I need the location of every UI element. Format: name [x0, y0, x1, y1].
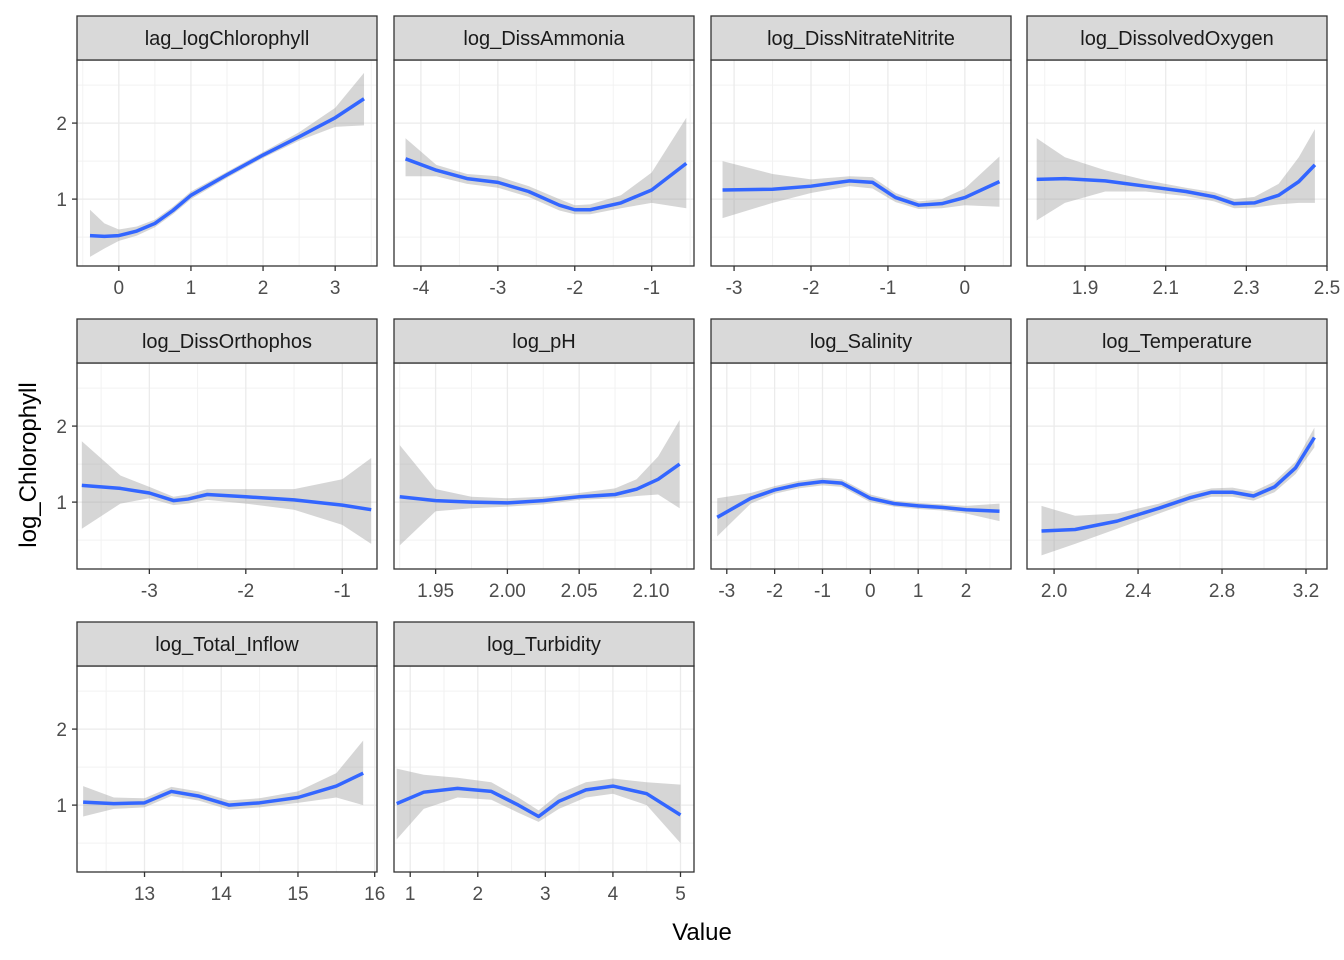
x-tick-label: 15	[287, 884, 308, 905]
strip	[393, 621, 695, 667]
x-tick-label: 3	[540, 884, 551, 905]
confidence-band	[405, 117, 687, 215]
x-tick-label: -2	[766, 581, 783, 602]
panel-background	[711, 60, 1011, 266]
strip	[76, 318, 378, 364]
panel-background	[1027, 60, 1327, 266]
smooth-line	[83, 771, 364, 807]
panel-background	[394, 60, 694, 266]
strip	[710, 318, 1012, 364]
strip	[1026, 318, 1328, 364]
x-tick-label: 2.0	[1041, 581, 1067, 602]
smooth-line	[81, 483, 372, 512]
panel-title: log_DissolvedOxygen	[1080, 28, 1273, 50]
panel-title: log_Total_Inflow	[155, 634, 299, 656]
panel-title: log_DissNitrateNitrite	[767, 28, 955, 50]
smooth-line	[396, 784, 682, 819]
x-tick-label: -4	[412, 278, 429, 299]
x-tick-label: 2.3	[1233, 278, 1259, 299]
strip	[76, 15, 378, 61]
strip	[1026, 15, 1328, 61]
panel-background	[77, 363, 377, 569]
x-tick-label: -1	[879, 278, 896, 299]
x-tick-label: 2	[258, 278, 269, 299]
x-tick-label: 1.95	[417, 581, 454, 602]
x-tick-label: 1	[405, 884, 416, 905]
y-axis-title: log_Chlorophyll	[15, 382, 42, 547]
x-tick-label: 1.9	[1072, 278, 1098, 299]
x-tick-label: 3	[330, 278, 341, 299]
x-tick-label: 2.05	[561, 581, 598, 602]
panel-title: log_DissAmmonia	[463, 28, 625, 50]
x-tick-label: 13	[134, 884, 155, 905]
panel-title: log_Turbidity	[487, 634, 601, 656]
x-tick-label: -1	[334, 581, 351, 602]
x-tick-label: 2.8	[1209, 581, 1235, 602]
x-tick-label: 2.00	[489, 581, 526, 602]
strip	[76, 621, 378, 667]
panel-title: log_DissOrthophos	[142, 331, 312, 353]
x-axis-title: Value	[672, 919, 732, 946]
panel-background	[394, 666, 694, 872]
x-tick-label: 5	[675, 884, 686, 905]
x-tick-label: -2	[803, 278, 820, 299]
x-tick-label: 0	[960, 278, 971, 299]
panel-background	[394, 363, 694, 569]
strip	[393, 15, 695, 61]
x-tick-label: 2.10	[632, 581, 669, 602]
x-tick-label: -2	[566, 278, 583, 299]
x-tick-label: 2.4	[1125, 581, 1152, 602]
x-tick-label: -3	[489, 278, 506, 299]
confidence-band	[81, 441, 372, 544]
panel-title: log_Temperature	[1102, 331, 1252, 353]
x-tick-label: -3	[718, 581, 735, 602]
x-tick-label: -3	[726, 278, 743, 299]
x-tick-label: -2	[237, 581, 254, 602]
x-tick-label: 2.1	[1152, 278, 1178, 299]
smooth-line	[1041, 436, 1316, 533]
smooth-line	[89, 97, 365, 239]
smooth-line	[722, 179, 1001, 207]
x-tick-label: 0	[114, 278, 125, 299]
x-tick-label: -3	[141, 581, 158, 602]
panel-background	[77, 666, 377, 872]
smooth-line	[399, 462, 681, 505]
x-tick-label: 2	[472, 884, 483, 905]
confidence-band	[89, 72, 365, 257]
x-tick-label: 2	[961, 581, 972, 602]
y-tick-label: 2	[56, 114, 67, 135]
x-tick-label: 1	[186, 278, 197, 299]
y-tick-label: 2	[56, 720, 67, 741]
confidence-band	[1036, 129, 1315, 221]
strip	[710, 15, 1012, 61]
smooth-line	[404, 157, 688, 212]
x-tick-label: 0	[865, 581, 876, 602]
x-tick-label: -1	[814, 581, 831, 602]
smooth-line	[1036, 163, 1317, 206]
x-tick-label: 2.5	[1314, 278, 1340, 299]
x-tick-label: 3.2	[1293, 581, 1319, 602]
y-tick-label: 1	[56, 190, 67, 211]
panel-title: lag_logChlorophyll	[145, 28, 310, 50]
panel-background	[711, 363, 1011, 569]
y-tick-label: 2	[56, 417, 67, 438]
smooth-line	[716, 479, 1000, 519]
y-tick-label: 1	[56, 796, 67, 817]
x-tick-label: 4	[608, 884, 619, 905]
panel-title: log_pH	[512, 331, 575, 353]
panel-title: log_Salinity	[810, 331, 912, 353]
x-tick-label: 1	[913, 581, 924, 602]
x-tick-label: 14	[211, 884, 233, 905]
x-tick-label: -1	[643, 278, 660, 299]
x-tick-label: 16	[364, 884, 385, 905]
y-tick-label: 1	[56, 493, 67, 514]
panel-background	[1027, 363, 1327, 569]
strip	[393, 318, 695, 364]
